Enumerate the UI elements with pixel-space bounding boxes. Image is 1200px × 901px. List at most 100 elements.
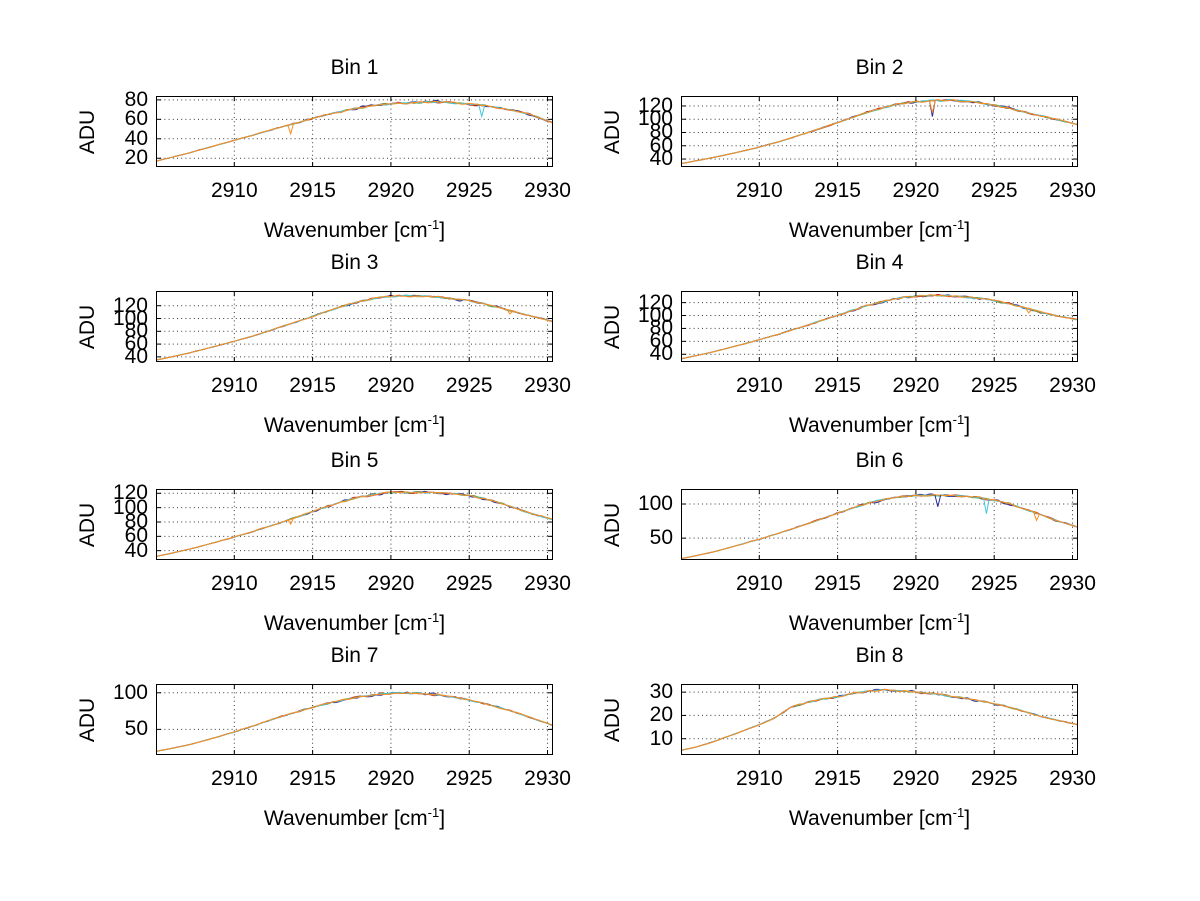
spike-annotations xyxy=(929,100,936,117)
x-tick-label: 2915 xyxy=(814,572,861,595)
y-tick-label: 120 xyxy=(112,481,148,505)
subplot-bin-3: Bin 3 2910 2915 2920 2925 2930 40 60 80 100 120 ADU… xyxy=(36,246,573,472)
x-tick-label: 2910 xyxy=(735,179,783,202)
x-tick-label: 2910 xyxy=(210,767,258,790)
y-tick-label: 60 xyxy=(124,524,148,548)
x-axis-label-suffix: ] xyxy=(439,219,446,242)
x-tick-label: 2925 xyxy=(970,572,1018,595)
x-axis-label-superscript: -1 xyxy=(427,412,440,427)
x-axis-label-suffix: ] xyxy=(964,414,971,437)
subplot-bin-5: Bin 5 2910 2915 2920 2925 2930 40 60 80 100 120 ADU… xyxy=(36,444,573,670)
y-tick-label: 100 xyxy=(112,495,148,519)
x-tick-label: 2930 xyxy=(524,374,571,397)
plot-title: Bin 3 xyxy=(330,251,379,274)
x-axis-label-superscript: -1 xyxy=(952,805,965,820)
x-axis-label-suffix: ] xyxy=(439,807,446,830)
y-tick-label: 80 xyxy=(124,509,148,533)
x-axis-label-superscript: -1 xyxy=(952,217,965,232)
x-tick-label: 2915 xyxy=(814,179,861,202)
x-axis-label-suffix: ] xyxy=(964,807,971,830)
y-axis-label: ADU xyxy=(601,697,624,742)
x-tick-label: 2930 xyxy=(1049,374,1096,397)
y-tick-label: 100 xyxy=(637,107,673,131)
y-tick-label: 30 xyxy=(649,680,673,704)
x-tick-label: 2925 xyxy=(970,767,1018,790)
x-tick-label: 2925 xyxy=(445,767,493,790)
subplot-bin-4: Bin 4 2910 2915 2920 2925 2930 40 60 80 100 120 ADU… xyxy=(561,246,1098,472)
subplot-bin-2: Bin 2 2910 2915 2920 2925 2930 40 60 80 100 120 ADU… xyxy=(561,51,1098,277)
plot-title: Bin 6 xyxy=(855,449,904,472)
y-tick-label: 20 xyxy=(124,146,148,170)
plot-canvas xyxy=(681,489,1078,560)
y-axis-label: ADU xyxy=(601,109,624,154)
x-tick-label: 2910 xyxy=(735,767,783,790)
y-axis-label: ADU xyxy=(76,109,99,154)
subplot-bin-1: Bin 1 2910 2915 2920 2925 2930 20 40 60 80 ADU Wave… xyxy=(36,51,573,277)
x-tick-label: 2920 xyxy=(367,374,415,397)
x-tick-label: 2915 xyxy=(289,767,336,790)
axes-box xyxy=(681,96,1078,167)
x-tick-label: 2910 xyxy=(735,572,783,595)
x-axis-label-text: Wavenumber [cm xyxy=(788,807,953,830)
y-tick-label: 100 xyxy=(112,306,148,330)
x-axis-label: Wavenumber [cm-1] xyxy=(681,406,1078,437)
spectra-traces xyxy=(156,490,553,557)
x-axis-label-text: Wavenumber [cm xyxy=(263,219,428,242)
x-tick-label: 2930 xyxy=(1049,572,1096,595)
spectra-traces xyxy=(156,99,553,162)
x-tick-label: 2915 xyxy=(289,572,336,595)
y-axis-label: ADU xyxy=(76,502,99,547)
x-axis-label: Wavenumber [cm-1] xyxy=(681,799,1078,830)
spectra-traces xyxy=(681,493,1078,560)
grid-lines xyxy=(156,489,553,560)
x-tick-label: 2920 xyxy=(367,767,415,790)
plot-title: Bin 5 xyxy=(330,449,379,472)
y-tick-label: 80 xyxy=(649,316,673,340)
x-axis-label-text: Wavenumber [cm xyxy=(263,414,428,437)
x-tick-label: 2930 xyxy=(524,179,571,202)
x-tick-label: 2920 xyxy=(892,572,940,595)
spike-annotations xyxy=(934,495,1040,522)
x-axis-label-superscript: -1 xyxy=(427,217,440,232)
y-tick-label: 50 xyxy=(649,526,673,550)
x-axis-label-superscript: -1 xyxy=(427,805,440,820)
x-tick-label: 2920 xyxy=(892,374,940,397)
axes-box xyxy=(681,489,1078,560)
plot-title: Bin 4 xyxy=(855,251,904,274)
x-tick-label: 2930 xyxy=(524,767,571,790)
plot-canvas xyxy=(681,96,1078,167)
plot-canvas xyxy=(681,684,1078,755)
y-tick-label: 40 xyxy=(124,538,148,562)
grid-lines xyxy=(681,96,1078,167)
spectra-traces xyxy=(681,99,1078,165)
grid-lines xyxy=(156,291,553,362)
x-tick-label: 2925 xyxy=(970,179,1018,202)
y-tick-label: 120 xyxy=(637,290,673,314)
grid-lines xyxy=(681,684,1078,755)
y-tick-label: 50 xyxy=(124,717,148,741)
x-tick-label: 2930 xyxy=(1049,179,1096,202)
plot-canvas xyxy=(681,291,1078,362)
subplot-bin-7: Bin 7 2910 2915 2920 2925 2930 50 100 ADU Wavenum… xyxy=(36,639,573,865)
grid-lines xyxy=(156,684,553,755)
x-tick-label: 2925 xyxy=(970,374,1018,397)
axes-box xyxy=(681,684,1078,755)
y-tick-label: 120 xyxy=(112,293,148,317)
y-tick-label: 80 xyxy=(124,87,148,111)
x-axis-label-text: Wavenumber [cm xyxy=(788,414,953,437)
x-axis-label-suffix: ] xyxy=(964,612,971,635)
x-axis-label: Wavenumber [cm-1] xyxy=(156,604,553,635)
y-tick-label: 40 xyxy=(124,344,148,368)
x-axis-label-superscript: -1 xyxy=(952,610,965,625)
x-tick-label: 2910 xyxy=(210,179,258,202)
y-axis-label: ADU xyxy=(76,697,99,742)
x-tick-label: 2915 xyxy=(814,374,861,397)
x-axis-label-suffix: ] xyxy=(439,612,446,635)
axes-box xyxy=(156,489,553,560)
plot-canvas xyxy=(156,684,553,755)
y-tick-label: 60 xyxy=(649,329,673,353)
x-tick-label: 2925 xyxy=(445,179,493,202)
plot-title: Bin 8 xyxy=(855,644,904,667)
y-tick-label: 60 xyxy=(124,332,148,356)
